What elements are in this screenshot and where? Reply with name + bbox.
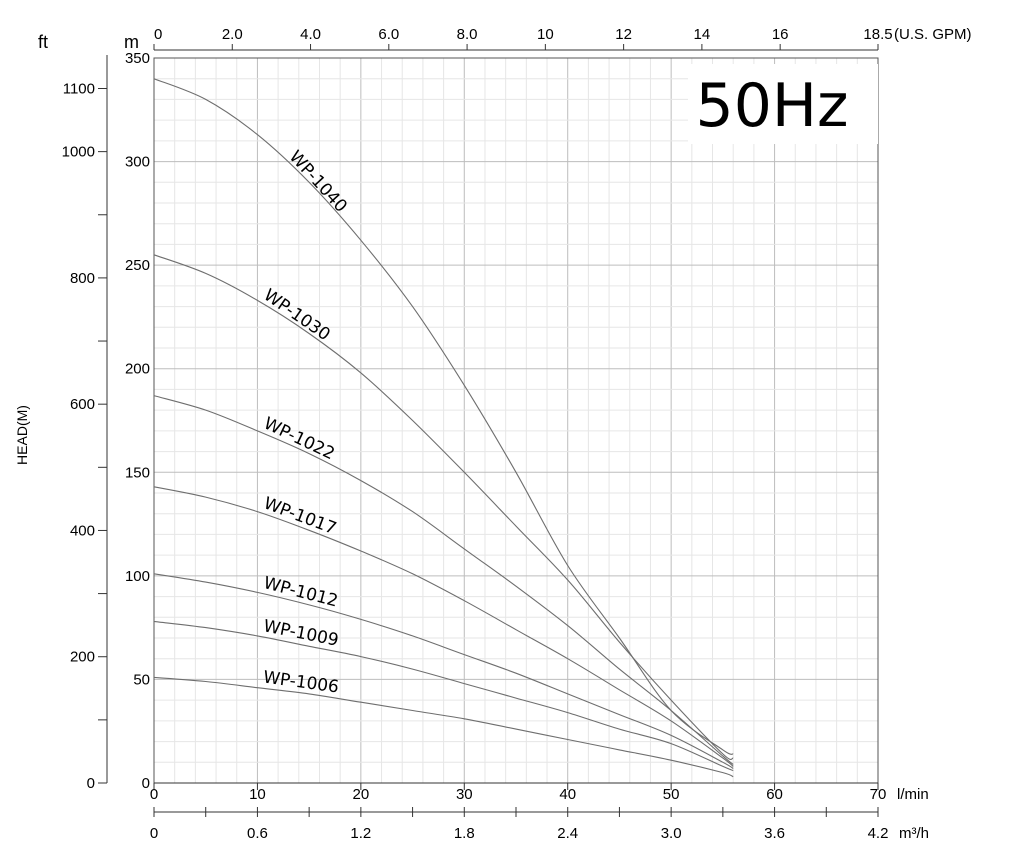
m3h-tick-label: 3.6 — [764, 825, 785, 842]
series-line — [153, 78, 734, 755]
m-unit-label: m — [124, 32, 139, 52]
series-line — [153, 395, 734, 765]
gpm-tick-label: 10 — [537, 26, 554, 43]
series-line — [153, 573, 734, 769]
m-tick-label: 50 — [133, 671, 150, 688]
chart-curves — [153, 78, 734, 778]
m3h-tick-label: 0.6 — [247, 825, 268, 842]
ft-tick-label: 600 — [70, 396, 95, 413]
lmin-tick-label: 10 — [249, 786, 266, 803]
gpm-tick-label: 0 — [154, 26, 162, 43]
ft-tick-label: 400 — [70, 522, 95, 539]
gpm-tick-label: 18.5 — [863, 26, 892, 43]
m3h-tick-label: 1.2 — [350, 825, 371, 842]
plot-frame — [153, 57, 879, 784]
m3h-tick-label: 1.8 — [454, 825, 475, 842]
m-tick-label: 100 — [125, 568, 150, 585]
m3h-tick-label: 2.4 — [557, 825, 578, 842]
m-tick-label: 350 — [125, 50, 150, 67]
series-label: WP-1017 — [261, 493, 339, 539]
m-tick-label: 300 — [125, 154, 150, 171]
gpm-tick-label: 14 — [694, 26, 711, 43]
y-axis-title: HEAD(M) — [14, 405, 30, 465]
m-tick-label: 0 — [142, 775, 150, 792]
lmin-tick-label: 20 — [353, 786, 370, 803]
series-label: WP-1012 — [261, 573, 340, 611]
m-tick-label: 200 — [125, 361, 150, 378]
series-line — [153, 254, 734, 761]
series-line — [153, 676, 734, 778]
lmin-tick-label: 60 — [766, 786, 783, 803]
ft-tick-label: 200 — [70, 649, 95, 666]
ft-tick-label: 1000 — [62, 144, 95, 161]
series-label: WP-1009 — [262, 616, 341, 651]
m3h-tick-label: 4.2 — [868, 825, 889, 842]
gpm-tick-label: 6.0 — [378, 26, 399, 43]
lmin-tick-label: 50 — [663, 786, 680, 803]
gpm-tick-label: 4.0 — [300, 26, 321, 43]
lmin-tick-label: 40 — [559, 786, 576, 803]
series-label: WP-1030 — [260, 285, 334, 345]
m3h-unit-label: m³/h — [899, 825, 929, 842]
gpm-unit-label: (U.S. GPM) — [894, 26, 972, 43]
series-line — [153, 620, 734, 772]
gpm-tick-label: 2.0 — [222, 26, 243, 43]
chart-grid — [153, 57, 879, 784]
ft-tick-label: 1100 — [63, 80, 95, 97]
lmin-tick-label: 70 — [870, 786, 887, 803]
frequency-box — [688, 64, 878, 144]
gpm-tick-label: 12 — [615, 26, 632, 43]
ft-tick-label: 0 — [87, 775, 95, 792]
ft-tick-label: 800 — [70, 270, 95, 287]
chart-labels: WP-1040WP-1030WP-1022WP-1017WP-1012WP-10… — [260, 147, 351, 698]
m-tick-label: 150 — [125, 464, 150, 481]
ft-unit-label: ft — [38, 32, 48, 52]
gpm-tick-label: 8.0 — [457, 26, 478, 43]
frequency-label: 50Hz — [696, 71, 849, 141]
series-line — [153, 486, 734, 767]
lmin-unit-label: l/min — [897, 786, 929, 803]
lmin-tick-label: 0 — [150, 786, 158, 803]
m3h-tick-label: 0 — [150, 825, 158, 842]
m3h-tick-label: 3.0 — [661, 825, 682, 842]
gpm-tick-label: 16 — [772, 26, 789, 43]
chart-axes: 020040060080010001100ft05010015020025030… — [38, 26, 972, 842]
lmin-tick-label: 30 — [456, 786, 473, 803]
m-tick-label: 250 — [125, 257, 150, 274]
